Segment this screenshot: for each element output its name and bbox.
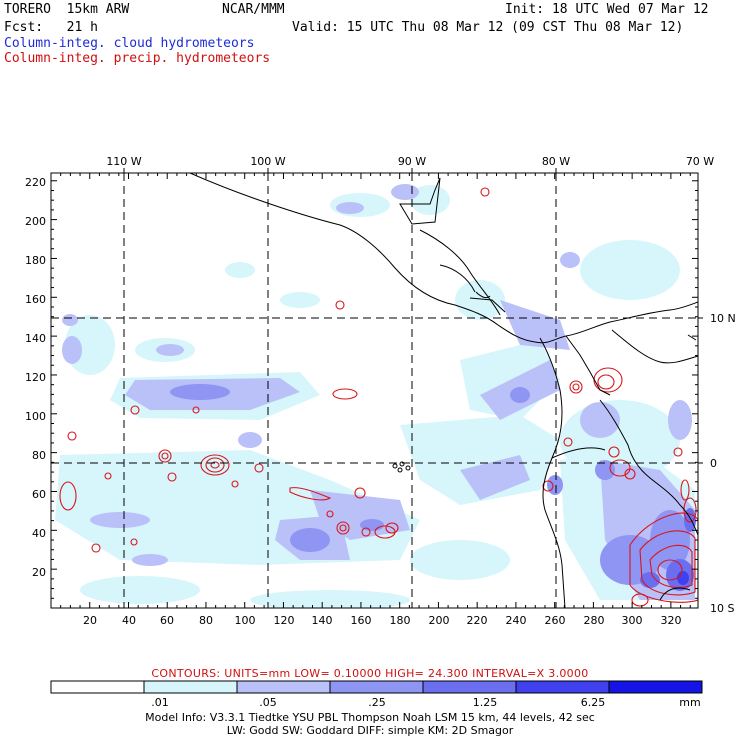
lon-label-100w: 100 W [250, 155, 285, 168]
y-tick: 180 [25, 254, 46, 267]
x-tick: 100 [235, 614, 256, 627]
x-tick: 140 [312, 614, 333, 627]
colorbar-label: 6.25 [580, 696, 606, 709]
x-tick: 40 [122, 614, 136, 627]
contours-info: CONTOURS: UNITS=mm LOW= 0.10000 HIGH= 24… [151, 667, 589, 680]
lon-label-80w: 80 W [542, 155, 570, 168]
forecast-hour: Fcst: 21 h [4, 20, 98, 35]
colorbar-swatch [608, 680, 703, 694]
x-tick: 240 [506, 614, 527, 627]
center-label: NCAR/MMM [222, 2, 285, 17]
y-tick: 160 [25, 293, 46, 306]
latlon-grid [51, 173, 698, 608]
lat-label-10n: 10 N [710, 312, 736, 325]
coastlines [189, 173, 698, 608]
x-tick: 180 [390, 614, 411, 627]
x-tick: 220 [467, 614, 488, 627]
y-tick: 220 [25, 176, 46, 189]
y-tick: 60 [32, 488, 46, 501]
x-tick: 160 [351, 614, 372, 627]
x-tick: 280 [584, 614, 605, 627]
x-tick: 80 [199, 614, 213, 627]
y-tick: 120 [25, 371, 46, 384]
x-tick: 200 [429, 614, 450, 627]
lat-label-0: 0 [710, 457, 717, 470]
x-tick: 300 [622, 614, 643, 627]
map-frame [50, 172, 699, 609]
y-tick: 20 [32, 566, 46, 579]
x-tick: 120 [274, 614, 295, 627]
y-tick: 140 [25, 332, 46, 345]
hydrometeor-field [51, 173, 698, 608]
lon-label-90w: 90 W [398, 155, 426, 168]
colorbar-swatch [236, 680, 331, 694]
model-info-line-1: Model Info: V3.3.1 Tiedtke YSU PBL Thomp… [145, 711, 595, 724]
y-tick: 80 [32, 449, 46, 462]
init-time: Init: 18 UTC Wed 07 Mar 12 [505, 2, 709, 17]
colorbar-swatch [50, 680, 145, 694]
lon-label-70w: 70 W [686, 155, 714, 168]
model-info-line-2: LW: Godd SW: Goddard DIFF: simple KM: 2D… [226, 724, 514, 737]
valid-time: Valid: 15 UTC Thu 08 Mar 12 (09 CST Thu … [292, 20, 684, 35]
cloud-legend: Column-integ. cloud hydrometeors [4, 36, 255, 51]
y-tick: 40 [32, 527, 46, 540]
colorbar-swatch [515, 680, 610, 694]
lat-label-10s: 10 S [710, 602, 734, 615]
precip-legend: Column-integ. precip. hydrometeors [4, 51, 271, 66]
x-tick: 20 [83, 614, 97, 627]
colorbar-label: .25 [368, 696, 386, 709]
x-tick: 60 [160, 614, 174, 627]
colorbar-label: .01 [151, 696, 169, 709]
y-tick: 200 [25, 215, 46, 228]
model-title: TORERO 15km ARW [4, 2, 130, 17]
x-tick: 320 [661, 614, 682, 627]
colorbar-swatch [329, 680, 424, 694]
colorbar-swatch [422, 680, 517, 694]
colorbar-swatch [143, 680, 238, 694]
y-tick: 100 [25, 410, 46, 423]
colorbar-label: 1.25 [472, 696, 498, 709]
colorbar-unit: mm [679, 696, 701, 709]
lon-label-110w: 110 W [106, 155, 141, 168]
colorbar [50, 680, 703, 694]
precip-contours [59, 187, 698, 607]
x-tick: 260 [545, 614, 566, 627]
colorbar-label: .05 [259, 696, 277, 709]
